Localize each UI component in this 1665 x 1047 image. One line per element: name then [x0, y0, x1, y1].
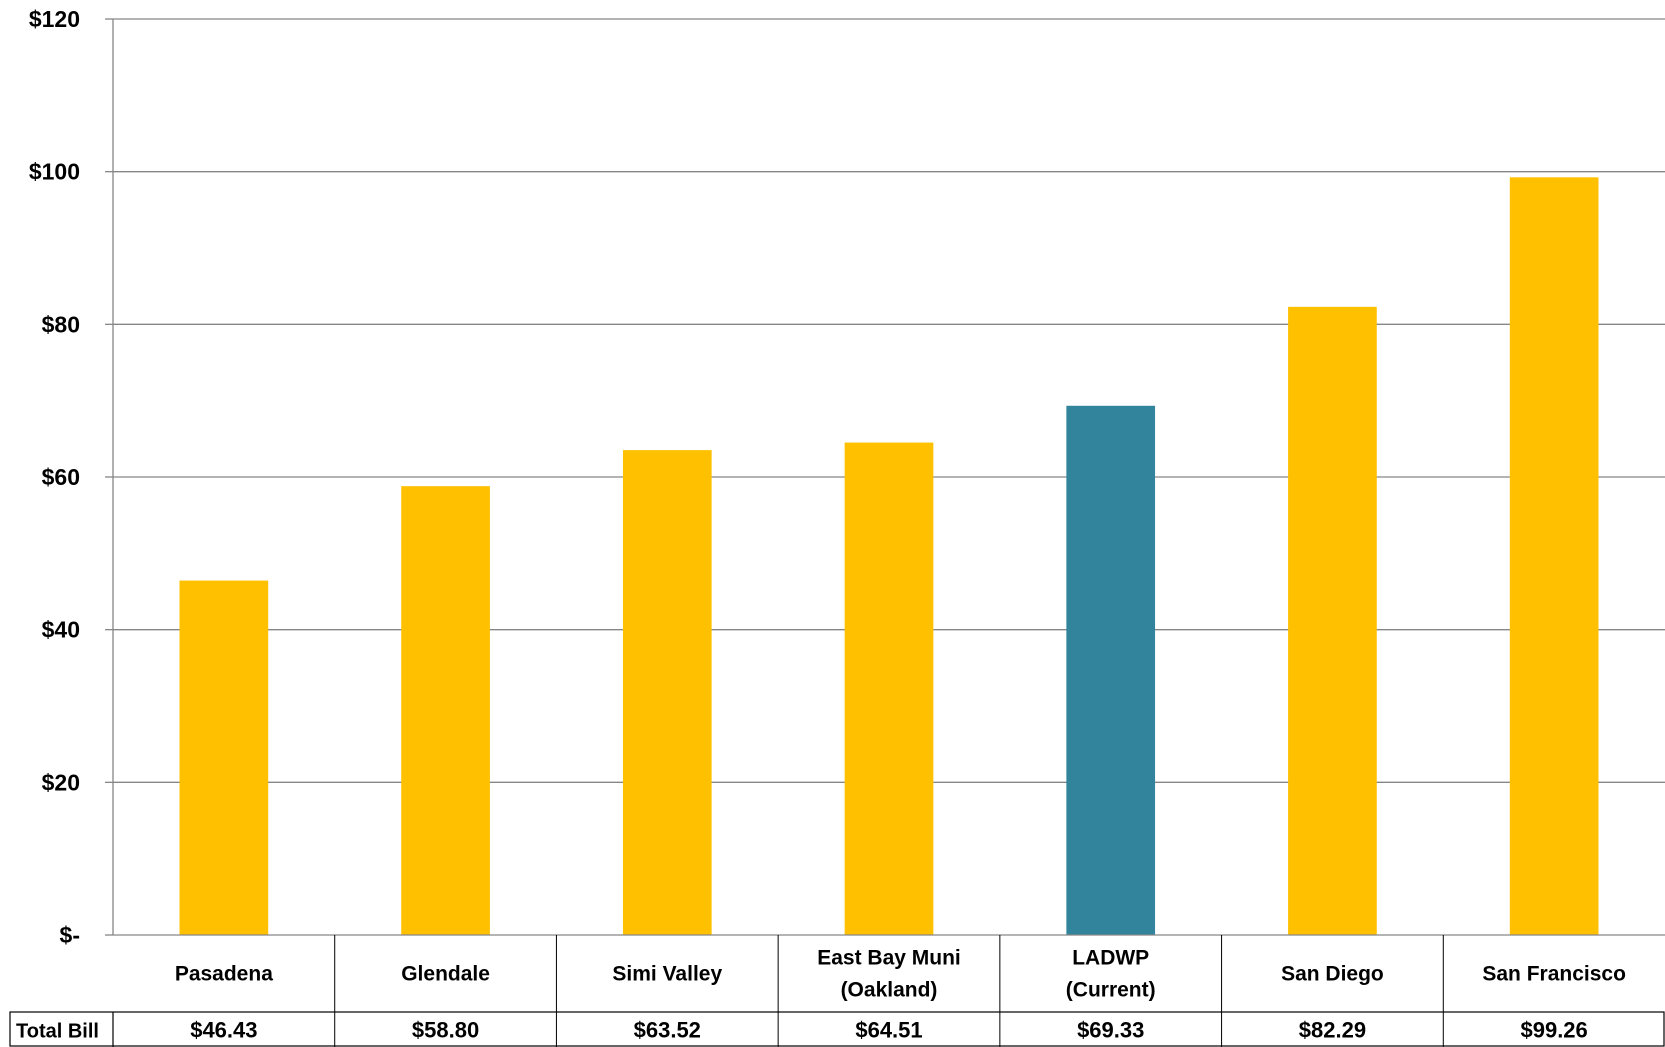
table-row-header: Total Bill	[16, 1021, 99, 1043]
category-label: East Bay Muni	[817, 947, 961, 970]
bars	[179, 177, 1599, 936]
y-axis-tick-label: $20	[42, 769, 80, 795]
y-axis-tick-label: $80	[42, 311, 80, 337]
y-axis-tick-labels: $- $20 $40 $60 $80 $100 $120	[29, 6, 80, 948]
bar	[1288, 306, 1377, 935]
x-axis-category-labels: Pasadena Glendale Simi Valley East Bay Muni…	[175, 935, 1626, 1012]
bar	[1066, 405, 1156, 935]
y-axis-tick-label: $40	[42, 617, 80, 643]
category-label: Pasadena	[175, 963, 273, 986]
category-label: Glendale	[401, 963, 490, 986]
table-value: $63.52	[634, 1018, 701, 1043]
bar	[622, 450, 712, 935]
category-label: (Oakland)	[841, 979, 938, 1002]
axes	[105, 18, 1665, 936]
y-axis-tick-label: $-	[60, 922, 80, 948]
bar	[179, 580, 269, 935]
category-label: Simi Valley	[612, 963, 722, 986]
bar	[401, 486, 490, 935]
category-label: San Francisco	[1482, 963, 1626, 986]
bar	[1509, 177, 1599, 936]
table-value: $64.51	[855, 1018, 922, 1043]
y-axis-tick-label: $60	[42, 464, 80, 490]
category-label: (Current)	[1066, 979, 1156, 1002]
table-value: $58.80	[412, 1018, 479, 1043]
table-value: $82.29	[1299, 1018, 1366, 1043]
table-value: $99.26	[1520, 1018, 1587, 1043]
y-axis-tick-label: $120	[29, 6, 80, 32]
bar	[844, 442, 934, 935]
data-table: Total Bill $46.43 $58.80 $63.52 $64.51 $69.33…	[9, 1011, 1665, 1047]
table-value: $69.33	[1077, 1018, 1144, 1043]
table-value: $46.43	[190, 1018, 257, 1043]
table-row-border	[9, 1011, 1665, 1047]
category-label: LADWP	[1072, 947, 1149, 970]
category-label: San Diego	[1281, 963, 1384, 986]
y-axis-tick-label: $100	[29, 159, 80, 185]
